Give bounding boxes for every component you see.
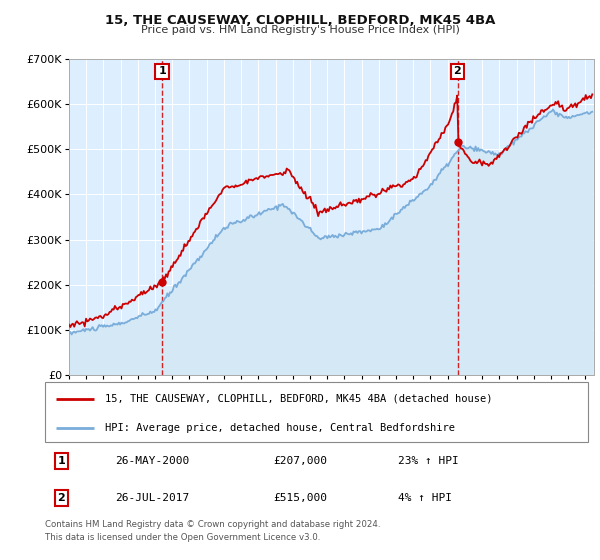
- Text: Price paid vs. HM Land Registry's House Price Index (HPI): Price paid vs. HM Land Registry's House …: [140, 25, 460, 35]
- Text: HPI: Average price, detached house, Central Bedfordshire: HPI: Average price, detached house, Cent…: [105, 423, 455, 433]
- Text: Contains HM Land Registry data © Crown copyright and database right 2024.: Contains HM Land Registry data © Crown c…: [45, 520, 380, 529]
- Text: 26-JUL-2017: 26-JUL-2017: [116, 493, 190, 503]
- Text: This data is licensed under the Open Government Licence v3.0.: This data is licensed under the Open Gov…: [45, 533, 320, 542]
- Text: 2: 2: [454, 67, 461, 77]
- Text: 15, THE CAUSEWAY, CLOPHILL, BEDFORD, MK45 4BA: 15, THE CAUSEWAY, CLOPHILL, BEDFORD, MK4…: [105, 14, 495, 27]
- Text: 1: 1: [158, 67, 166, 77]
- Text: 4% ↑ HPI: 4% ↑ HPI: [398, 493, 452, 503]
- Text: £207,000: £207,000: [273, 456, 327, 466]
- Text: 1: 1: [58, 456, 65, 466]
- Text: 2: 2: [58, 493, 65, 503]
- Text: £515,000: £515,000: [273, 493, 327, 503]
- FancyBboxPatch shape: [45, 382, 588, 442]
- Text: 15, THE CAUSEWAY, CLOPHILL, BEDFORD, MK45 4BA (detached house): 15, THE CAUSEWAY, CLOPHILL, BEDFORD, MK4…: [105, 394, 492, 404]
- Text: 23% ↑ HPI: 23% ↑ HPI: [398, 456, 459, 466]
- Text: 26-MAY-2000: 26-MAY-2000: [116, 456, 190, 466]
